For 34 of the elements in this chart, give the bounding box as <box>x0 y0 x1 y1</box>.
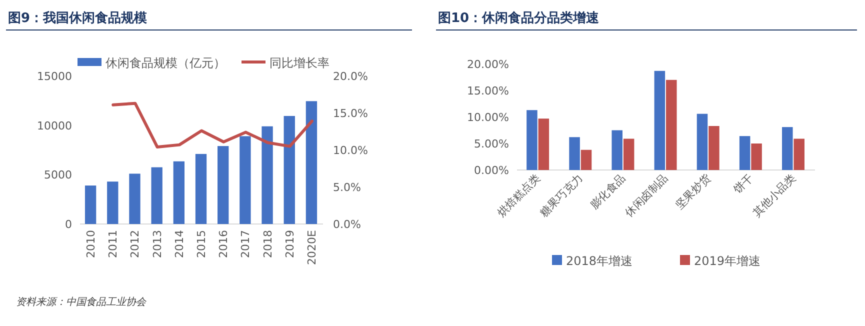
x-tick-label: 2010 <box>84 230 98 258</box>
legend-label: 2019年增速 <box>694 254 761 268</box>
x-tick-label: 坚果炒货 <box>672 171 714 212</box>
y2-tick-label: 15.0% <box>333 107 368 120</box>
x-tick-label: 2018 <box>261 230 274 258</box>
text: 资料来源：中国食品工业协会 <box>16 296 147 308</box>
x-tick-label: 2015 <box>195 230 208 258</box>
y-tick-label: 15000 <box>37 70 72 83</box>
y-tick-label: 5.00% <box>474 138 509 150</box>
chart-title: 图10：休闲食品分品类增速 <box>438 11 600 26</box>
y-tick-label: 0.00% <box>474 164 509 177</box>
x-tick-label: 2019 <box>283 230 296 258</box>
y-tick-label: 0 <box>65 218 72 231</box>
y2-tick-label: 5.0% <box>333 181 361 194</box>
y-tick-label: 10.00% <box>467 111 509 124</box>
y2-tick-label: 0.0% <box>333 218 361 231</box>
x-tick-label: 2013 <box>150 230 164 258</box>
x-tick-label: 2016 <box>217 230 230 258</box>
y2-tick-label: 10.0% <box>333 144 368 157</box>
y-tick-label: 5000 <box>44 168 72 182</box>
x-tick-label: 2011 <box>106 230 120 258</box>
chart-title: 图9：我国休闲食品规模 <box>8 10 148 26</box>
y-tick-label: 15.00% <box>467 84 509 98</box>
legend-label: 休闲食品规模（亿元） <box>106 56 226 70</box>
x-tick-label: 2014 <box>172 230 186 258</box>
y2-tick-label: 20.0% <box>333 70 368 83</box>
x-tick-label: 2020E <box>305 230 318 265</box>
x-tick-label: 2012 <box>128 230 142 258</box>
legend-label: 2018年增速 <box>566 254 633 268</box>
y-tick-label: 20.00% <box>467 58 509 71</box>
y-tick-label: 10000 <box>37 119 72 132</box>
line-series <box>112 102 314 149</box>
x-tick-label: 2017 <box>239 230 252 258</box>
legend-label: 同比增长率 <box>270 56 330 70</box>
